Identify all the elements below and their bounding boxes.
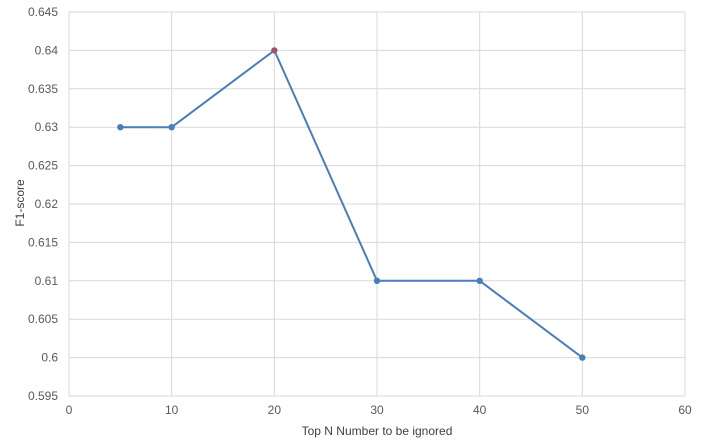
y-tick-label: 0.64 (35, 43, 59, 57)
y-axis-title: F1-score (13, 179, 27, 227)
y-tick-label: 0.605 (28, 312, 58, 326)
x-tick-label: 30 (370, 403, 384, 417)
x-tick-label: 60 (678, 403, 692, 417)
x-tick-label: 40 (473, 403, 487, 417)
y-tick-label: 0.615 (28, 235, 58, 249)
y-tick-label: 0.62 (35, 197, 59, 211)
y-tick-label: 0.63 (35, 120, 59, 134)
y-tick-label: 0.625 (28, 159, 58, 173)
gridlines (68, 11, 686, 397)
series-line (120, 49, 583, 359)
y-tick-label: 0.6 (41, 351, 58, 365)
series-points (117, 47, 586, 361)
data-point (373, 277, 381, 284)
data-point (117, 124, 124, 131)
y-tick-label: 0.61 (35, 274, 59, 288)
y-tick-label: 0.645 (28, 5, 58, 19)
x-axis-ticks: 0 10 20 30 40 50 60 (66, 403, 692, 417)
data-point (579, 354, 586, 361)
y-tick-label: 0.595 (28, 389, 58, 403)
y-tick-label: 0.635 (28, 82, 58, 96)
y-axis-ticks: 0.6450.640.6350.630.6250.620.6150.610.60… (28, 5, 58, 403)
x-tick-label: 10 (165, 403, 179, 417)
x-tick-label: 50 (576, 403, 590, 417)
data-point (476, 277, 483, 284)
x-tick-label: 20 (268, 403, 282, 417)
x-tick-label: 0 (66, 403, 73, 417)
data-point (271, 47, 278, 54)
data-point (168, 124, 175, 131)
series-line-path (120, 49, 583, 359)
x-axis-title: Top N Number to be ignored (302, 424, 453, 438)
